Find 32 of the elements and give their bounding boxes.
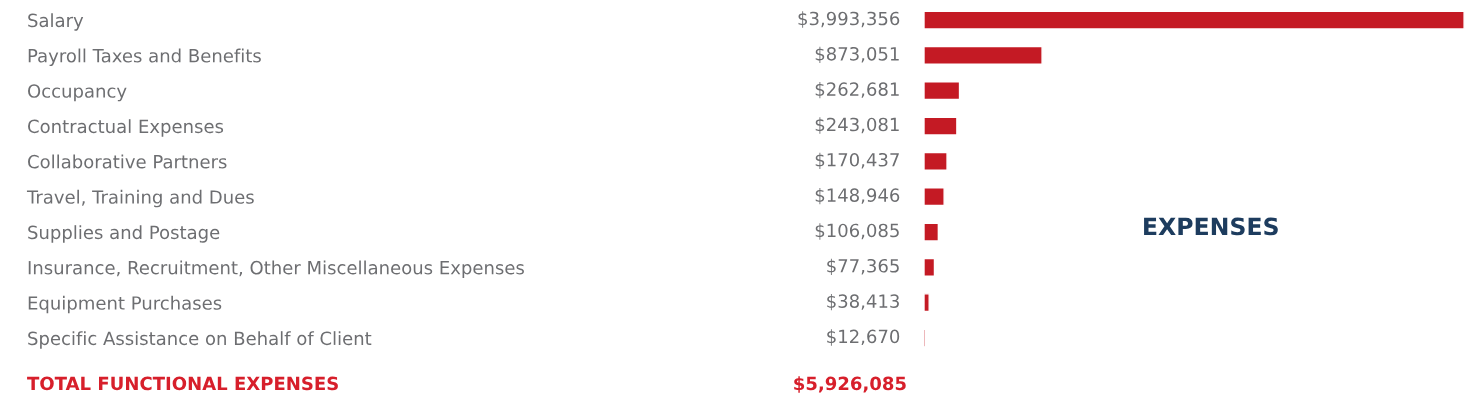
text: EXPENSES xyxy=(1144,217,1278,236)
data-label: $243,081 xyxy=(815,117,899,134)
y-tick-label: Contractual Expenses xyxy=(28,119,224,137)
bar xyxy=(924,222,940,242)
y-tick-label: Travel, Training and Dues xyxy=(26,189,254,208)
y-tick-label: Collaborative Partners xyxy=(28,154,227,169)
y-tick-label: Salary xyxy=(28,13,84,31)
bar xyxy=(924,187,945,207)
data-label: $77,365 xyxy=(827,258,899,276)
y-tick-label: Occupancy xyxy=(28,84,127,102)
data-label: $12,670 xyxy=(827,329,900,346)
bar xyxy=(924,116,958,136)
y-tick-label: Specific Assistance on Behalf of Client xyxy=(28,331,372,349)
y-tick-label: Payroll Taxes and Benefits xyxy=(28,48,261,67)
y-tick-label: Supplies and Postage xyxy=(28,225,220,243)
bar xyxy=(924,81,961,101)
data-label: $106,085 xyxy=(815,223,899,240)
data-label: $170,437 xyxy=(815,152,899,170)
bar xyxy=(924,151,948,171)
y-tick-label: Equipment Purchases xyxy=(28,295,222,314)
data-label: $3,993,356 xyxy=(798,11,900,28)
bar xyxy=(924,45,1043,65)
bar xyxy=(924,293,930,313)
data-label: $38,413 xyxy=(827,293,899,311)
data-label: $262,681 xyxy=(815,81,899,99)
bar xyxy=(924,10,1465,30)
y-tick-label: Insurance, Recruitment, Other Miscellaneous Expenses xyxy=(28,260,524,278)
bar xyxy=(924,257,936,277)
text: $5,926,085 xyxy=(794,376,906,393)
text: TOTAL FUNCTIONAL EXPENSES xyxy=(27,376,338,391)
data-label: $873,051 xyxy=(815,46,899,64)
data-label: $148,946 xyxy=(815,187,900,205)
